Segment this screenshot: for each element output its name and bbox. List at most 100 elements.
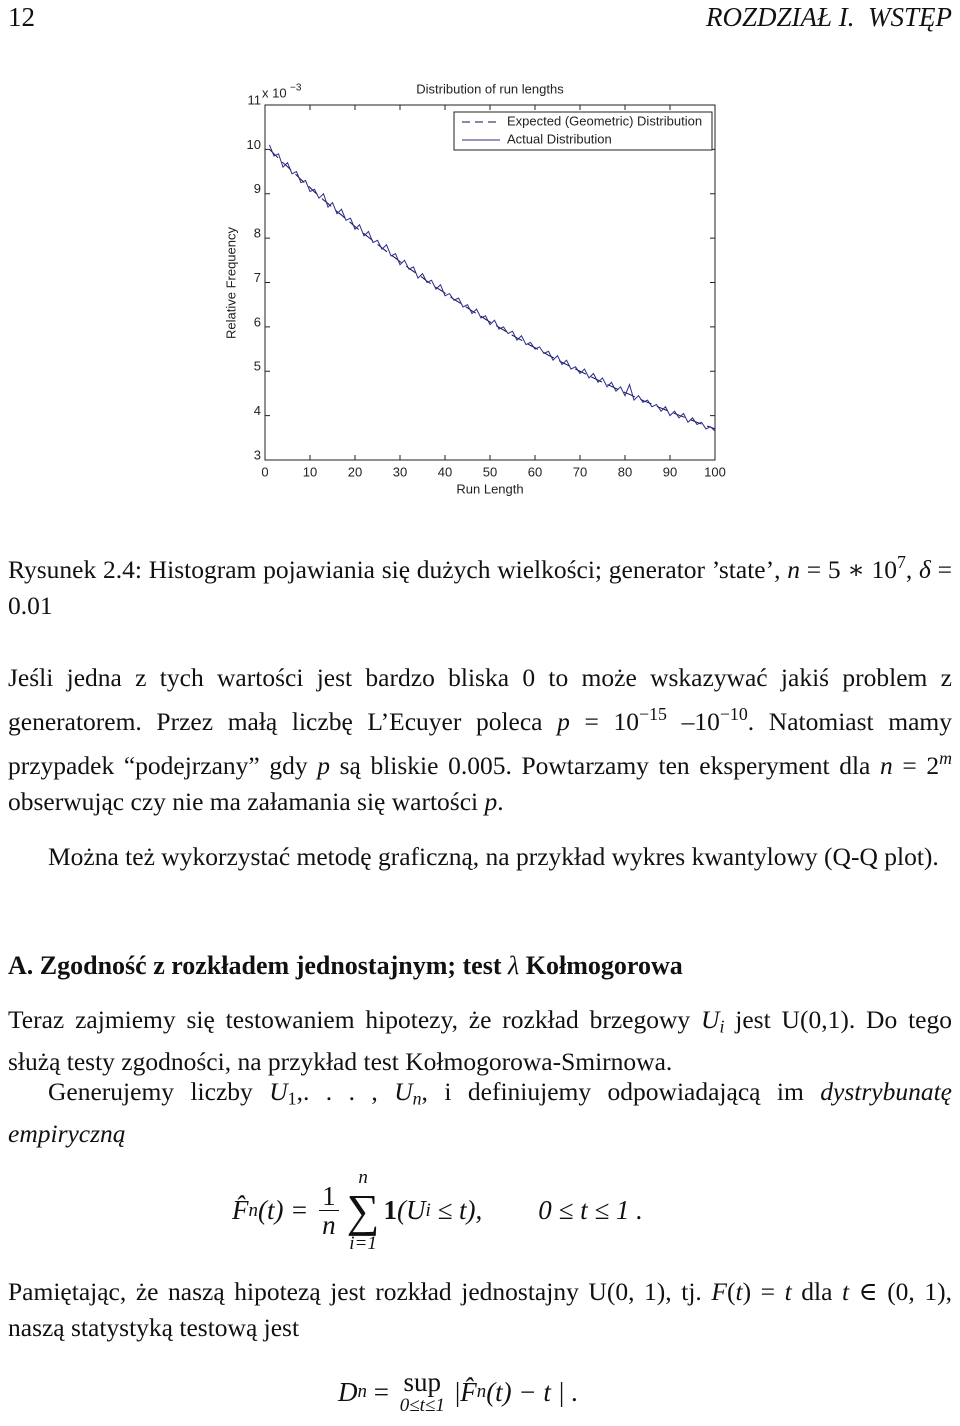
math-sup: −15: [639, 704, 667, 724]
sum-upper: n: [358, 1167, 368, 1188]
math-sub: n: [357, 1381, 367, 1403]
text: Generujemy liczby: [48, 1077, 270, 1106]
text: Teraz zajmiemy się testowaniem hipotezy,…: [8, 1005, 702, 1034]
y-tick-label: 4: [254, 403, 261, 418]
operator-range: 0≤t≤1: [399, 1395, 445, 1417]
math: =: [366, 1376, 396, 1407]
x-tick-label: 70: [573, 464, 587, 479]
paragraph: Można też wykorzystać metodę graficzną, …: [8, 839, 952, 875]
series-line: [269, 144, 716, 432]
text: Można też wykorzystać metodę graficzną, …: [48, 842, 939, 871]
math: ≤ t),: [430, 1195, 483, 1226]
x-axis-label: Run Length: [456, 481, 523, 496]
math: n: [787, 554, 800, 584]
y-axis-label: Relative Frequency: [223, 227, 238, 339]
math: λ: [508, 951, 520, 980]
text: , i definiujemy odpowiadającą im: [421, 1077, 821, 1106]
denominator: n: [322, 1210, 336, 1241]
y-tick-label: 7: [254, 270, 261, 285]
text: (: [726, 1277, 736, 1306]
text: .: [497, 786, 504, 816]
text: Kołmogorowa: [519, 951, 683, 980]
math-sub: i: [719, 1016, 725, 1037]
caption-text: Rysunek 2.4: Histogram pojawiania się du…: [8, 554, 788, 584]
math: | .: [558, 1376, 578, 1407]
math: t: [735, 1277, 743, 1306]
x-tick-label: 30: [393, 464, 407, 479]
math: U: [269, 1077, 288, 1106]
math-sub: n: [476, 1381, 487, 1403]
paragraph: Teraz zajmiemy się testowaniem hipotezy,…: [8, 1002, 952, 1080]
caption-text: = 0.01: [8, 554, 953, 620]
section-heading: A. Zgodność z rozkładem jednostajnym; te…: [8, 948, 952, 984]
math: n: [879, 750, 893, 780]
figure-caption: Rysunek 2.4: Histogram pojawiania się du…: [8, 544, 952, 624]
math: 0 ≤ t ≤ 1 .: [538, 1195, 643, 1226]
math: δ: [919, 554, 931, 584]
y-tick-label: 3: [254, 447, 261, 462]
text: jest U(0,1). Do tego służą testy zgodnoś…: [8, 1005, 952, 1077]
emphasis: dystrybunatę empiryczną: [8, 1077, 952, 1149]
numerator: 1: [319, 1182, 339, 1212]
y-tick-label: 10: [247, 137, 261, 152]
y-tick-label: 11: [248, 92, 262, 107]
series-line: [269, 149, 716, 430]
text: ) =: [742, 1277, 785, 1306]
math-sub: n: [412, 1088, 422, 1109]
legend-box: [453, 111, 713, 151]
text: są bliskie 0.005. Powtarzamy ten ekspery…: [329, 750, 880, 780]
math-sup: −10: [719, 704, 748, 724]
paragraph: Pamiętając, że naszą hipotezą jest rozkł…: [8, 1274, 952, 1346]
math: F̂: [232, 1195, 249, 1226]
caption-text: ,: [905, 554, 920, 584]
legend-label: Expected (Geometric) Distribution: [507, 113, 702, 128]
text: –10: [666, 706, 720, 736]
math: U: [394, 1077, 413, 1106]
page-number: 12: [8, 2, 35, 32]
text: Jeśli jedna z tych wartości jest bardzo …: [8, 663, 952, 736]
x-tick-label: 50: [483, 464, 497, 479]
x-tick-label: 20: [348, 464, 362, 479]
paragraph: Jeśli jedna z tych wartości jest bardzo …: [8, 660, 952, 820]
indicator: 1: [383, 1195, 397, 1226]
math-sup: 7: [896, 552, 906, 572]
page-header: 12 ROZDZIAŁ I. WSTĘP: [8, 2, 952, 33]
x-tick-label: 100: [704, 464, 726, 479]
chart: Distribution of run lengths Run Length R…: [223, 81, 726, 496]
math: (t) =: [257, 1195, 316, 1226]
running-title: ROZDZIAŁ I. WSTĘP: [705, 2, 952, 32]
paragraph: Generujemy liczby U1,. . . , Un, i defin…: [8, 1074, 952, 1152]
math: p: [484, 786, 498, 816]
sum: n ∑ i=1: [347, 1168, 380, 1254]
text: Pamiętając, że naszą hipotezą jest rozkł…: [8, 1277, 712, 1306]
math-sup: m: [939, 747, 952, 768]
sum-sign: ∑: [346, 1184, 380, 1236]
text: = 10: [569, 706, 640, 736]
y-multiplier: x 10: [262, 85, 287, 100]
math-sub: i: [425, 1199, 431, 1221]
text: . Natomiast mamy przypadek “podejrzany” …: [8, 706, 952, 780]
math: F: [711, 1277, 727, 1306]
text: ,. . . ,: [296, 1077, 395, 1106]
x-tick-label: 90: [663, 464, 677, 479]
text: dla: [791, 1277, 843, 1306]
chart-title: Distribution of run lengths: [416, 81, 564, 96]
legend-label: Actual Distribution: [507, 131, 612, 146]
operator: sup: [403, 1367, 442, 1397]
text: = 2: [892, 750, 940, 780]
x-tick-label: 10: [303, 464, 317, 479]
math: U: [701, 1005, 720, 1034]
x-tick-label: 0: [261, 464, 268, 479]
y-tick-label: 8: [254, 226, 261, 241]
math: |: [454, 1376, 461, 1407]
x-tick-label: 80: [618, 464, 632, 479]
math-sub: 1: [287, 1088, 297, 1109]
plot-frame: [264, 104, 716, 461]
text: obserwując czy nie ma załamania się wart…: [8, 786, 485, 816]
x-tick-label: 40: [438, 464, 452, 479]
x-tick-label: 60: [528, 464, 542, 479]
caption-text: = 5 ∗ 10: [799, 554, 897, 584]
